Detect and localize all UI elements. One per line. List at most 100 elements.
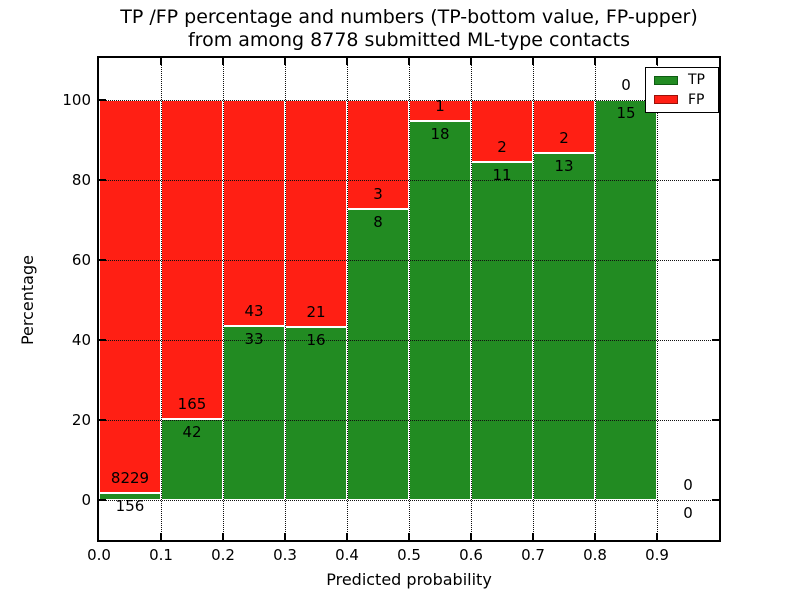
horizontal-gridline-80: [99, 180, 719, 181]
x-tick-top-0.6: [470, 58, 472, 65]
x-tick-label-0.2: 0.2: [211, 546, 235, 564]
x-axis-label: Predicted probability: [326, 570, 492, 589]
vertical-gridline-0.8: [594, 58, 596, 540]
y-axis-label: Percentage: [18, 255, 37, 346]
tp-count-label-5: 18: [430, 125, 450, 144]
x-tick-top-0.3: [284, 58, 286, 65]
legend-entry-FP: FP: [646, 93, 718, 107]
bar-segment-fp-2: [223, 100, 285, 327]
vertical-gridline-0.2: [222, 58, 224, 540]
x-tick-top-0.1: [160, 58, 162, 65]
bar-segment-tp-3: [285, 327, 347, 500]
x-tick-label-0.9: 0.9: [645, 546, 669, 564]
x-tick-top-0.5: [408, 58, 410, 65]
x-tick-bottom-0.8: [594, 533, 596, 540]
tp-count-label-2: 33: [244, 330, 264, 349]
tp-count-label-4: 8: [373, 213, 383, 232]
fp-count-label-6: 2: [497, 137, 507, 156]
bar-segment-tp-7: [533, 153, 595, 500]
fp-count-label-5: 1: [435, 97, 445, 116]
vertical-gridline-0.4: [346, 58, 348, 540]
fp-count-label-3: 21: [306, 303, 326, 322]
horizontal-gridline-100: [99, 100, 719, 101]
fp-count-label-4: 3: [373, 185, 383, 204]
horizontal-gridline-0: [99, 500, 719, 501]
legend: TP FP: [645, 67, 719, 113]
y-tick-label-60: 60: [71, 251, 91, 269]
y-tick-left-100: [99, 99, 106, 101]
fp-count-label-0: 8229: [110, 468, 150, 487]
x-tick-top-0.8: [594, 58, 596, 65]
tp-count-label-6: 11: [492, 165, 512, 184]
bar-segment-tp-6: [471, 161, 533, 500]
x-tick-bottom-0.9: [656, 533, 658, 540]
fp-count-label-7: 2: [559, 129, 569, 148]
x-tick-bottom-0.3: [284, 533, 286, 540]
fp-count-label-8: 0: [621, 76, 631, 94]
x-tick-label-0.6: 0.6: [459, 546, 483, 564]
fp-count-label-9: 0: [683, 476, 693, 494]
bar-segment-fp-4: [347, 100, 409, 210]
y-tick-right-0: [712, 499, 719, 501]
tp-count-label-8: 15: [616, 104, 636, 122]
tp-count-label-0: 156: [115, 496, 145, 515]
tp-count-label-1: 42: [182, 422, 202, 441]
x-tick-label-0.4: 0.4: [335, 546, 359, 564]
fp-count-label-2: 43: [244, 302, 264, 321]
x-tick-top-0.2: [222, 58, 224, 65]
x-tick-bottom-0.2: [222, 533, 224, 540]
horizontal-gridline-20: [99, 420, 719, 421]
y-tick-label-80: 80: [71, 171, 91, 189]
horizontal-gridline-60: [99, 260, 719, 261]
plot-area: 8229 156 165 42 43 33 21 16 3 8 1 18 2 11 2 13 0 15 0 0 TP FP: [97, 56, 721, 542]
y-tick-label-0: 0: [81, 491, 91, 509]
x-tick-label-0.0: 0.0: [87, 546, 111, 564]
chart-title-line1: TP /FP percentage and numbers (TP-bottom…: [120, 6, 698, 28]
chart-title-line2: from among 8778 submitted ML-type contac…: [187, 29, 631, 51]
bar-segment-tp-1: [161, 418, 223, 500]
y-tick-left-40: [99, 339, 106, 341]
legend-label-FP: FP: [688, 91, 705, 108]
vertical-gridline-0.6: [470, 58, 472, 540]
x-tick-label-0.1: 0.1: [149, 546, 173, 564]
x-tick-top-0.9: [656, 58, 658, 65]
y-tick-left-80: [99, 179, 106, 181]
tp-count-label-9: 0: [683, 504, 693, 522]
bar-segment-tp-2: [223, 326, 285, 500]
x-tick-bottom-0.7: [532, 533, 534, 540]
y-tick-left-60: [99, 259, 106, 261]
tp-count-label-7: 13: [554, 157, 574, 176]
legend-swatch-TP: [654, 75, 678, 85]
x-tick-bottom-0.6: [470, 533, 472, 540]
legend-entry-TP: TP: [646, 73, 718, 87]
vertical-gridline-0.7: [532, 58, 534, 540]
x-tick-top-0.7: [532, 58, 534, 65]
x-tick-bottom-0.1: [160, 533, 162, 540]
vertical-gridline-0.5: [408, 58, 410, 540]
y-tick-label-20: 20: [71, 411, 91, 429]
fp-count-label-1: 165: [177, 394, 207, 413]
y-tick-label-100: 100: [62, 91, 91, 109]
bar-segment-tp-8: [595, 100, 657, 500]
vertical-gridline-0.9: [656, 58, 658, 540]
tp-count-label-3: 16: [306, 331, 326, 350]
y-tick-right-60: [712, 259, 719, 261]
y-tick-left-0: [99, 499, 106, 501]
x-tick-label-0.8: 0.8: [583, 546, 607, 564]
y-tick-left-20: [99, 419, 106, 421]
x-tick-label-0.3: 0.3: [273, 546, 297, 564]
x-tick-label-0.5: 0.5: [397, 546, 421, 564]
x-tick-bottom-0.4: [346, 533, 348, 540]
y-tick-right-20: [712, 419, 719, 421]
y-tick-right-40: [712, 339, 719, 341]
x-tick-bottom-0.5: [408, 533, 410, 540]
x-tick-label-0.7: 0.7: [521, 546, 545, 564]
x-tick-top-0.4: [346, 58, 348, 65]
chart-title: TP /FP percentage and numbers (TP-bottom…: [99, 6, 719, 52]
vertical-gridline-0.1: [160, 58, 162, 540]
y-tick-right-80: [712, 179, 719, 181]
legend-label-TP: TP: [688, 72, 705, 89]
y-tick-label-40: 40: [71, 331, 91, 349]
horizontal-gridline-40: [99, 340, 719, 341]
